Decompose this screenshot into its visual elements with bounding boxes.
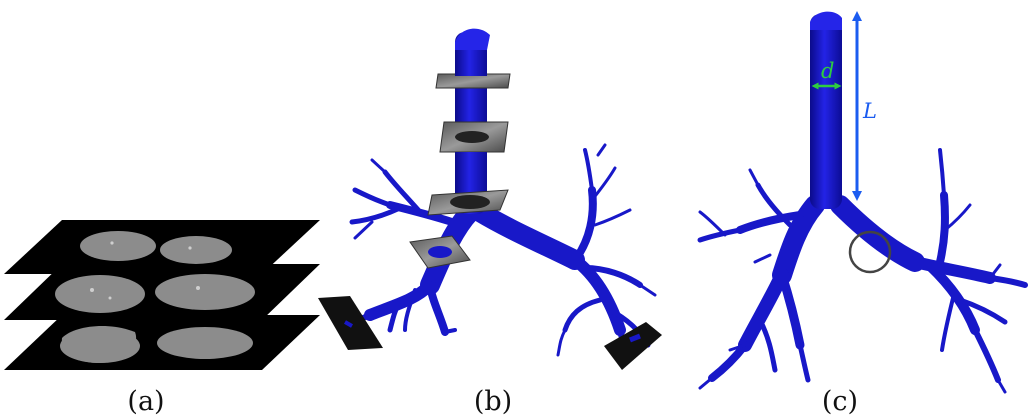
ct-slice-bottom — [4, 315, 320, 370]
ct-plane-middle — [439, 121, 509, 192]
right-lung-section — [160, 236, 232, 264]
right-lung-section — [155, 274, 255, 310]
airway-branches-c — [697, 148, 1028, 394]
caption-c: (c) — [822, 386, 858, 417]
diameter-label: d — [821, 59, 834, 83]
ct-plane-top — [435, 66, 511, 89]
ct-slice-top — [4, 220, 320, 274]
caption-a: (a) — [127, 386, 164, 417]
panel-c-airway-measurements: d L — [697, 10, 1028, 394]
left-lung-section — [55, 275, 145, 313]
ct-slice-middle — [4, 264, 320, 320]
ct-plane-left-small — [318, 296, 383, 350]
left-lung-section — [80, 231, 156, 261]
panel-b-airway-with-planes — [318, 28, 662, 370]
airway-branches — [337, 143, 657, 361]
caption-b: (b) — [474, 386, 512, 417]
diameter-annotation: d — [811, 59, 842, 90]
right-lung-section — [157, 327, 253, 359]
ct-plane-lower — [427, 189, 509, 216]
ct-plane-bronchus — [409, 235, 471, 269]
panel-a-ct-slices — [4, 220, 320, 370]
ct-plane-right-small — [604, 322, 662, 370]
length-annotation: L — [852, 10, 877, 201]
trachea-c — [810, 14, 842, 209]
bifurcation-marker — [848, 230, 892, 274]
length-label: L — [862, 99, 877, 123]
